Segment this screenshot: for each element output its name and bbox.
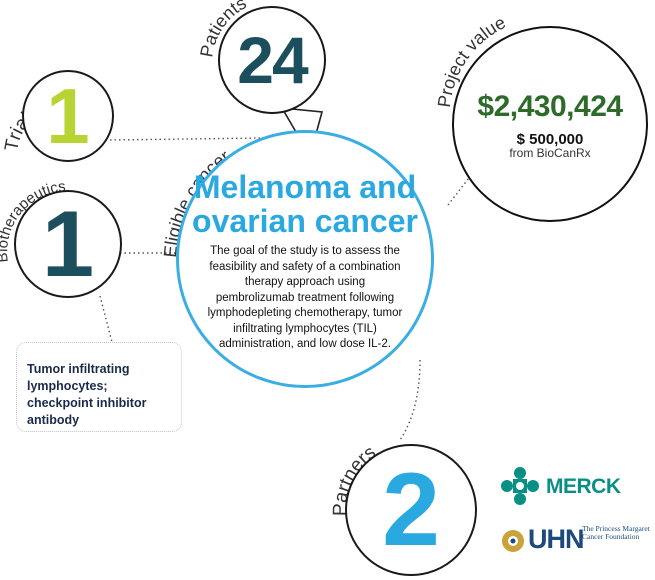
eligible-cancer-circle: Melanoma and ovarian cancer The goal of … [176, 130, 434, 388]
project-value-sub-amount: $ 500,000 [516, 130, 584, 148]
eligible-cancer-title: Melanoma and ovarian cancer [192, 169, 418, 239]
uhn-name: UHN [528, 524, 584, 554]
project-value-circle: $2,430,424 $ 500,000 from BioCanRx [452, 26, 648, 222]
patients-value: 24 [237, 23, 308, 97]
biotherapeutics-description: Tumor infiltrating lymphocytes; checkpoi… [16, 342, 182, 432]
project-value-amount: $2,430,424 [477, 89, 623, 123]
trial-sites-circle: 1 [22, 70, 114, 162]
uhn-logo: UHN The Princess Margaret Cancer Foundat… [500, 520, 650, 560]
uhn-logo-icon [502, 530, 524, 552]
uhn-subtitle: The Princess Margaret Cancer Foundation [582, 524, 650, 542]
study-description: The goal of the study is to assess the f… [207, 245, 403, 351]
merck-logo: MERCK [500, 466, 630, 506]
partners-value: 2 [382, 452, 440, 568]
partners-circle: 2 [345, 444, 477, 576]
project-value-source: from BioCanRx [509, 145, 591, 160]
biotherapeutics-circle: 1 [14, 190, 122, 298]
patients-circle: 24 [218, 6, 326, 114]
merck-logo-icon [501, 467, 539, 505]
merck-name: MERCK [546, 475, 621, 498]
biotherapeutics-value: 1 [41, 191, 95, 296]
trial-sites-value: 1 [46, 72, 90, 160]
